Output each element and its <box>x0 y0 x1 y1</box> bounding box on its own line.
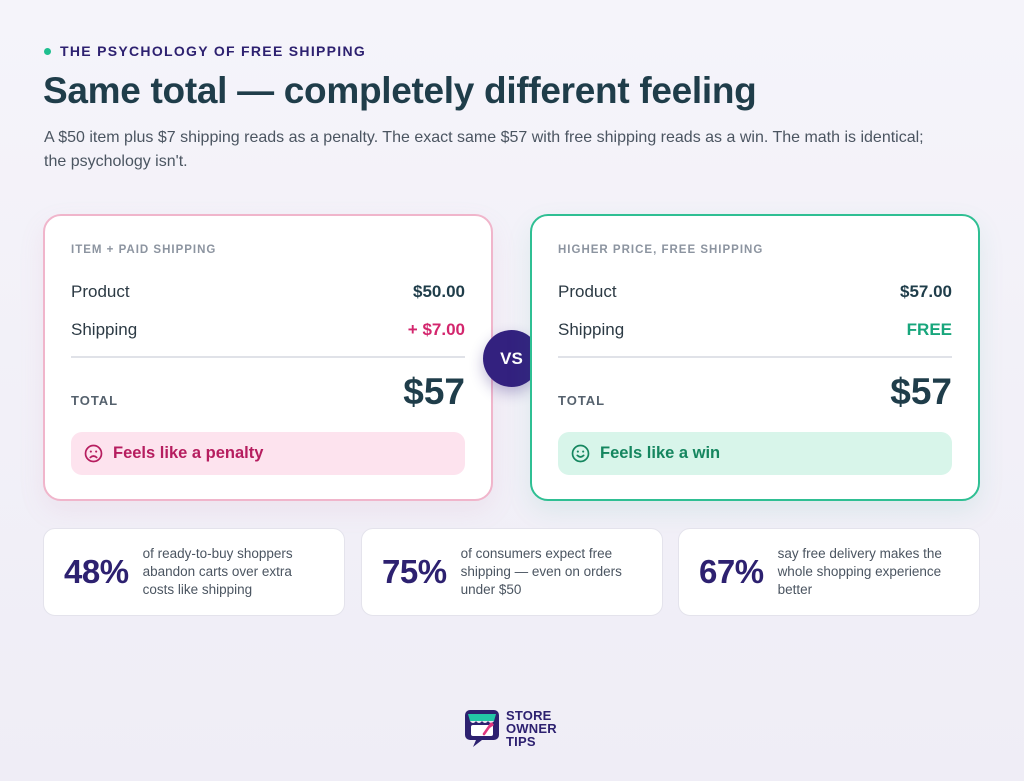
divider <box>558 356 952 358</box>
brand-line: STORE <box>506 707 552 723</box>
stat-description: say free delivery makes the whole shoppi… <box>777 546 942 597</box>
win-feeling-badge: Feels like a win <box>558 431 952 475</box>
product-price: $50.00 <box>413 282 465 301</box>
stat-description: of ready-to-buy shoppers abandon carts o… <box>142 546 293 597</box>
card-label: ITEM + PAID SHIPPING <box>71 244 217 256</box>
total-label: TOTAL <box>558 392 606 408</box>
product-price: $57.00 <box>900 282 952 301</box>
product-label: Product <box>71 282 130 301</box>
smile-face-icon <box>571 444 590 462</box>
page-title: Same total — completely different feelin… <box>43 70 757 111</box>
eyebrow-text: THE PSYCHOLOGY OF FREE SHIPPING <box>60 43 367 59</box>
divider <box>71 356 465 358</box>
brand-line: OWNER <box>506 720 557 736</box>
frown-face-icon <box>84 444 103 462</box>
stat-card: 75% of consumers expect free shipping — … <box>361 528 663 616</box>
stat-card: 48% of ready-to-buy shoppers abandon car… <box>43 528 345 616</box>
total-value: $57 <box>403 370 465 412</box>
stat-description: of consumers expect free shipping — even… <box>460 546 622 597</box>
paid-shipping-card: ITEM + PAID SHIPPING Product $50.00 Ship… <box>43 214 493 501</box>
product-row: Product $57.00 <box>558 282 952 302</box>
shipping-label: Shipping <box>71 320 138 339</box>
brand-logo: STORE OWNER TIPS <box>464 708 557 748</box>
total-row: TOTAL $57 <box>71 370 465 412</box>
shipping-label: Shipping <box>558 320 625 339</box>
shipping-price: + $7.00 <box>407 320 465 339</box>
card-label: HIGHER PRICE, FREE SHIPPING <box>558 244 764 256</box>
page-subtitle: A $50 item plus $7 shipping reads as a p… <box>44 129 924 170</box>
total-value: $57 <box>890 370 952 412</box>
shipping-price: FREE <box>906 320 952 339</box>
brand-wordmark: STORE OWNER TIPS <box>506 709 557 748</box>
product-row: Product $50.00 <box>71 282 465 302</box>
penalty-feeling-badge: Feels like a penalty <box>71 431 465 475</box>
total-label: TOTAL <box>71 392 119 408</box>
shipping-row: Shipping + $7.00 <box>71 320 465 340</box>
product-label: Product <box>558 282 617 301</box>
shipping-row: Shipping FREE <box>558 320 952 340</box>
stat-value: 75% <box>382 553 447 590</box>
feeling-text: Feels like a penalty <box>113 443 264 462</box>
stat-card: 67% say free delivery makes the whole sh… <box>678 528 980 616</box>
storefront-logo-icon <box>465 710 499 747</box>
feeling-text: Feels like a win <box>600 443 721 462</box>
brand-line: TIPS <box>506 733 536 749</box>
stat-value: 67% <box>699 553 764 590</box>
stat-value: 48% <box>64 553 129 590</box>
eyebrow: THE PSYCHOLOGY OF FREE SHIPPING <box>44 43 366 59</box>
free-shipping-card: HIGHER PRICE, FREE SHIPPING Product $57.… <box>530 214 980 501</box>
eyebrow-dot <box>44 47 51 55</box>
total-row: TOTAL $57 <box>558 370 952 412</box>
